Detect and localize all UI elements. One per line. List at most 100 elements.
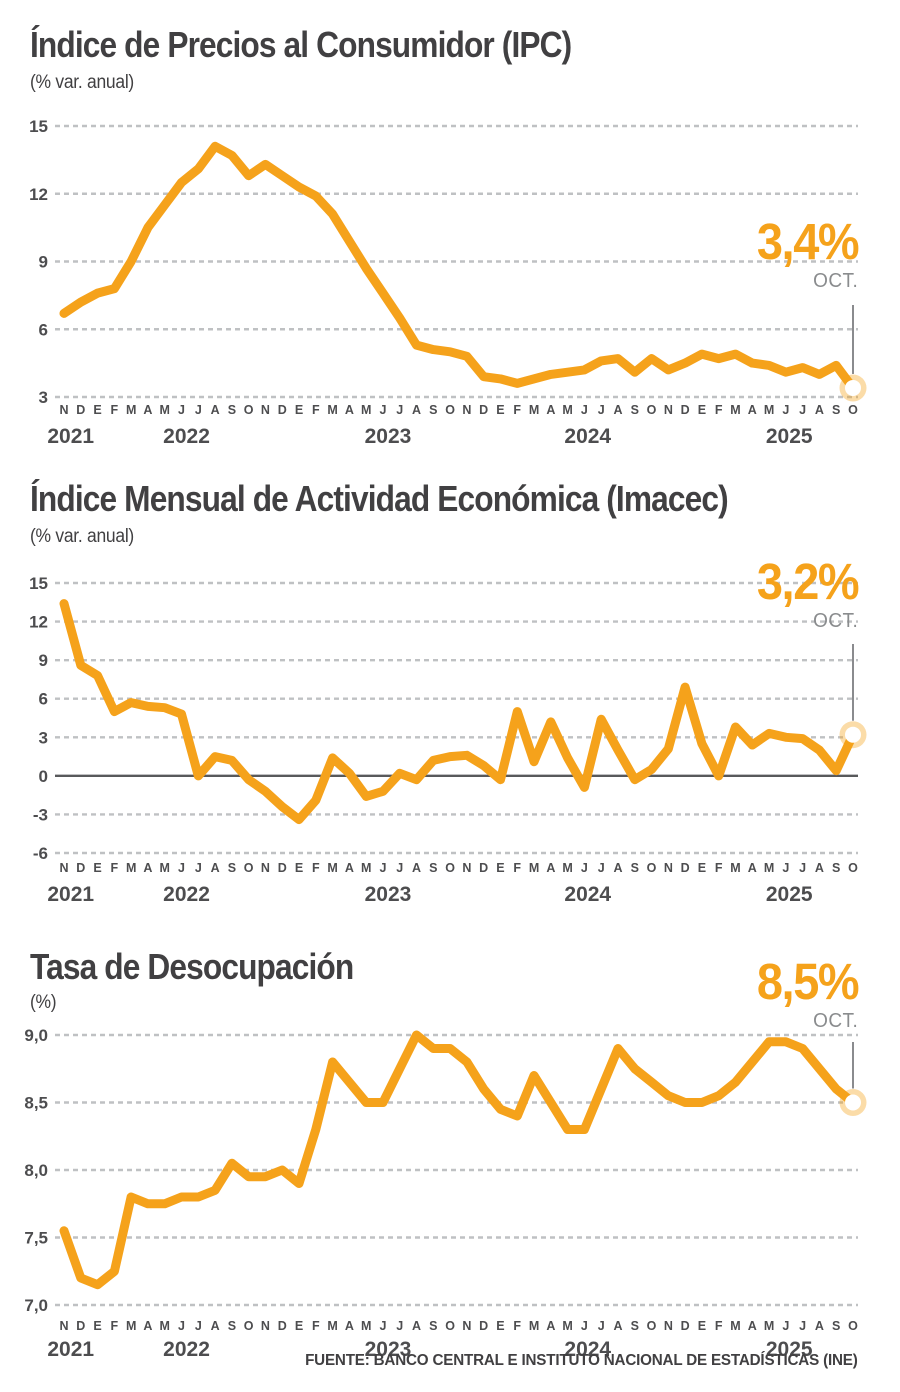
x-month-label: S (429, 861, 437, 875)
x-month-label: F (715, 1319, 723, 1333)
x-month-label: J (782, 1319, 789, 1333)
x-month-label: E (496, 403, 504, 417)
x-year-label: 2021 (47, 1338, 94, 1361)
x-month-label: F (513, 1319, 521, 1333)
series-line (59, 599, 858, 825)
x-month-label: O (244, 403, 254, 417)
x-month-label: M (529, 861, 539, 875)
y-tick-label: 15 (29, 574, 48, 593)
x-month-label: E (496, 1319, 504, 1333)
x-month-label: A (345, 861, 354, 875)
x-year-label: 2023 (365, 883, 412, 906)
end-marker-dot (845, 379, 861, 396)
x-month-label: A (815, 861, 824, 875)
x-month-label: M (730, 403, 740, 417)
x-year-label: 2023 (365, 425, 412, 448)
x-month-label: E (93, 403, 101, 417)
x-month-label: N (59, 1319, 68, 1333)
x-month-label: A (143, 1319, 152, 1333)
x-month-label: F (312, 861, 320, 875)
x-month-label: A (748, 861, 757, 875)
x-month-label: A (748, 403, 757, 417)
x-month-label: J (379, 1319, 386, 1333)
x-month-label: F (715, 403, 723, 417)
x-year-label: 2025 (766, 1338, 813, 1361)
y-tick-label: 15 (29, 117, 48, 136)
x-month-label: M (764, 1319, 774, 1333)
y-tick-label: 8,0 (24, 1161, 48, 1180)
x-month-label: J (396, 403, 403, 417)
y-tick-label: 9 (39, 253, 48, 272)
y-tick-label: 0 (39, 767, 48, 786)
ipc-highlight: 3,4% OCT. (748, 213, 860, 292)
x-month-label: M (529, 403, 539, 417)
x-month-label: J (396, 861, 403, 875)
x-year-label: 2021 (47, 425, 94, 448)
x-month-label: D (76, 403, 85, 417)
imacec-highlight: 3,2% OCT. (748, 556, 860, 632)
x-month-label: J (178, 861, 185, 875)
x-month-label: A (412, 403, 421, 417)
x-year-label: 2024 (564, 883, 611, 906)
x-month-label: F (111, 403, 119, 417)
imacec-highlight-period: OCT. (812, 610, 858, 632)
x-month-label: D (278, 403, 287, 417)
y-tick-label: 3 (39, 388, 48, 407)
x-month-label: E (698, 403, 706, 417)
x-month-label: A (815, 1319, 824, 1333)
x-month-label: J (581, 1319, 588, 1333)
x-month-label: J (379, 861, 386, 875)
x-month-label: E (295, 403, 303, 417)
x-month-label: M (764, 861, 774, 875)
y-tick-label: -6 (33, 844, 48, 863)
x-month-label: M (529, 1319, 539, 1333)
x-month-label: O (244, 861, 254, 875)
x-month-label: F (715, 861, 723, 875)
x-month-label: D (278, 1319, 287, 1333)
x-month-label: O (445, 1319, 455, 1333)
x-month-label: O (848, 861, 858, 875)
x-month-label: E (295, 1319, 303, 1333)
x-month-label: J (782, 861, 789, 875)
y-tick-label: 6 (39, 320, 48, 339)
ipc-highlight-period: OCT. (812, 270, 858, 292)
x-month-label: E (698, 1319, 706, 1333)
x-month-label: M (730, 1319, 740, 1333)
x-month-label: S (832, 403, 840, 417)
x-month-label: E (93, 861, 101, 875)
y-tick-label: 7,0 (24, 1296, 48, 1315)
x-month-label: J (396, 1319, 403, 1333)
y-tick-label: 3 (39, 728, 48, 747)
y-tick-label: 7,5 (24, 1229, 48, 1248)
x-year-label: 2021 (47, 883, 94, 906)
ipc-title: Índice de Precios al Consumidor (IPC) (30, 24, 572, 65)
x-month-label: S (228, 861, 236, 875)
x-month-label: M (327, 861, 337, 875)
x-month-label: J (195, 1319, 202, 1333)
x-month-label: D (479, 1319, 488, 1333)
x-year-label: 2023 (365, 1338, 412, 1361)
ipc-highlight-value: 3,4% (756, 213, 860, 270)
x-year-label: 2024 (564, 425, 611, 448)
x-month-label: N (261, 403, 270, 417)
unemployment-highlight: 8,5% OCT. (748, 956, 860, 1032)
imacec-subtitle: (% var. anual) (30, 526, 134, 547)
x-month-label: S (631, 861, 639, 875)
x-month-label: F (312, 403, 320, 417)
x-month-label: J (195, 403, 202, 417)
y-tick-label: 9,0 (24, 1026, 48, 1045)
x-month-label: O (848, 403, 858, 417)
x-month-label: M (562, 861, 572, 875)
unemployment-title: Tasa de Desocupación (30, 946, 354, 987)
x-month-label: N (664, 403, 673, 417)
x-month-label: A (546, 403, 555, 417)
x-year-label: 2025 (766, 883, 813, 906)
x-year-label: 2022 (163, 1338, 210, 1361)
x-month-label: O (445, 403, 455, 417)
x-month-label: J (195, 861, 202, 875)
x-month-label: A (211, 403, 220, 417)
x-month-label: F (513, 403, 521, 417)
series-line (59, 141, 858, 393)
x-month-label: J (379, 403, 386, 417)
